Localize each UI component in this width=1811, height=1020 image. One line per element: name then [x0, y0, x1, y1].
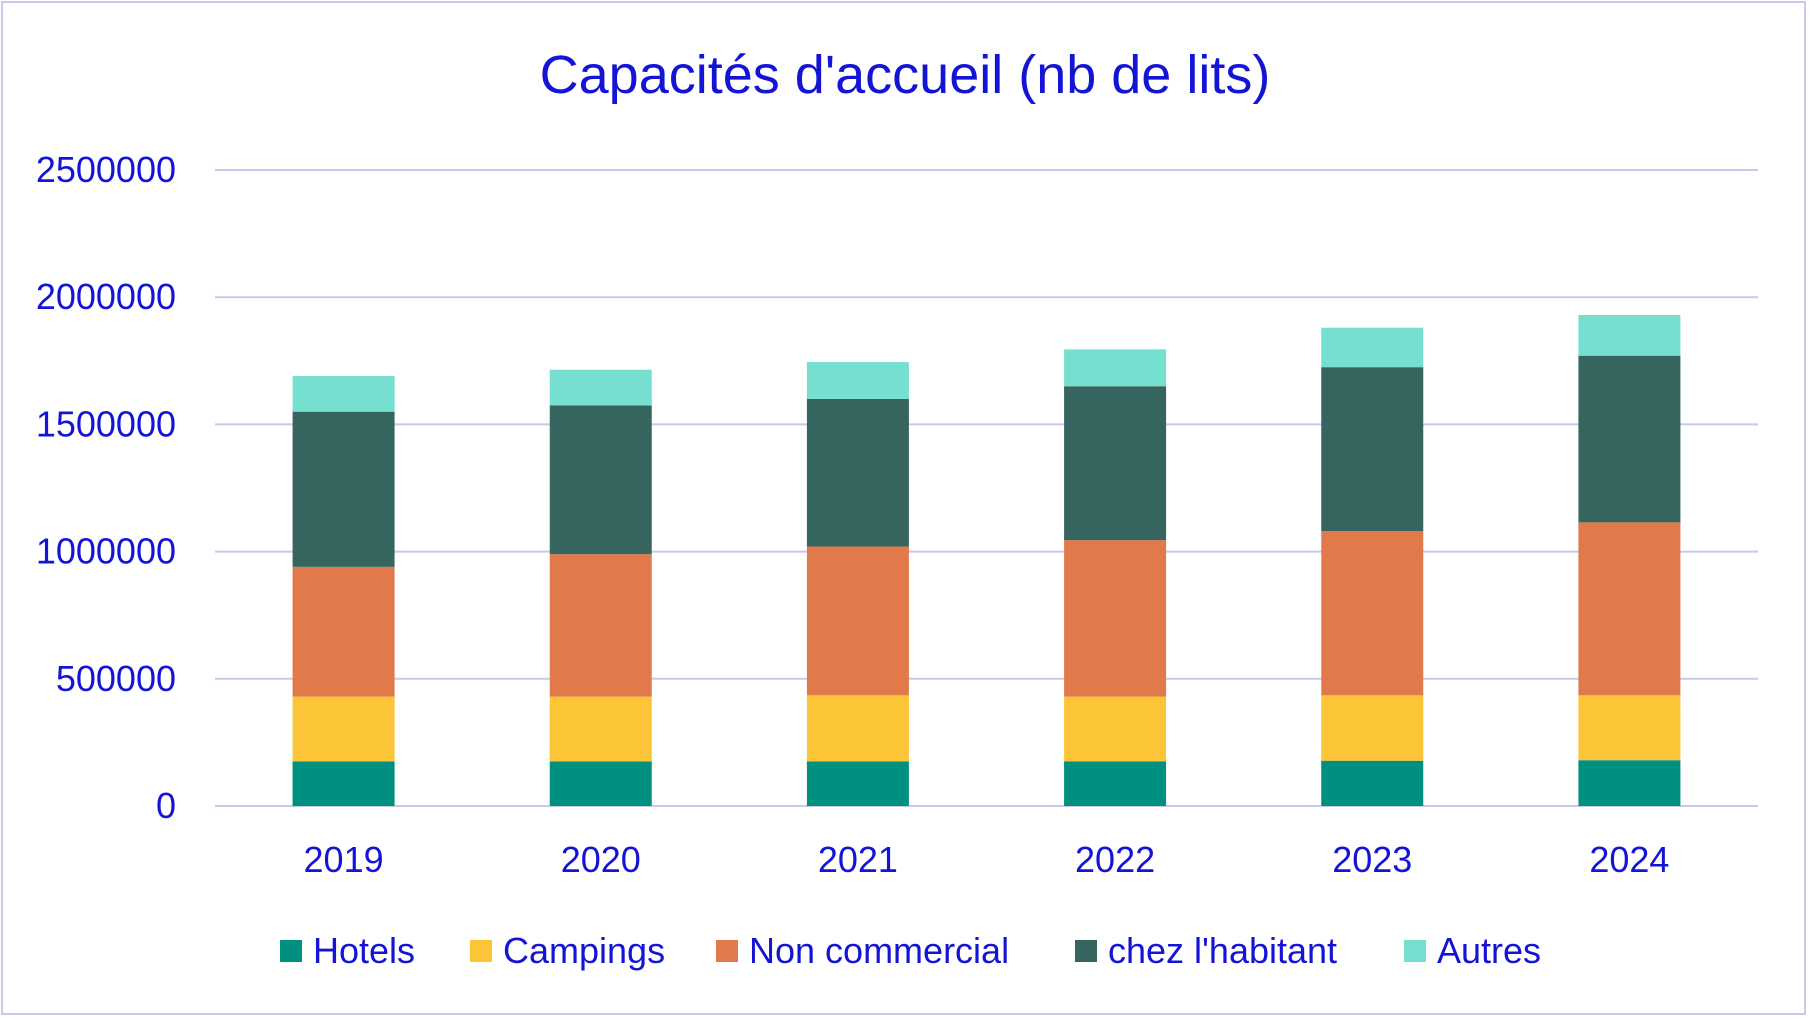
legend-label: Campings — [503, 930, 665, 971]
bar-segment-hotels-2020 — [549, 761, 652, 806]
x-tick-label: 2024 — [1589, 839, 1669, 880]
bar-segment-autres-2021 — [806, 362, 909, 399]
chart-title: Capacités d'accueil (nb de lits) — [540, 45, 1271, 105]
x-tick-label: 2021 — [818, 839, 898, 880]
bar-segment-campings-2020 — [549, 696, 652, 762]
bar-segment-non-commercial-2021 — [806, 546, 909, 696]
x-tick-label: 2023 — [1332, 839, 1412, 880]
bar-segment-autres-2023 — [1321, 327, 1424, 368]
bar-segment-autres-2019 — [292, 376, 395, 412]
bar-segment-non-commercial-2024 — [1578, 522, 1681, 696]
bar-segment-non-commercial-2020 — [549, 554, 652, 697]
bar-segment-campings-2024 — [1578, 695, 1681, 761]
x-tick-label: 2020 — [561, 839, 641, 880]
legend-swatch — [280, 940, 302, 962]
y-axis-ticks: 0 500000 1000000 1500000 2000000 2500000 — [36, 149, 176, 826]
bar-segment-chez-l-habitant-2022 — [1064, 386, 1167, 541]
y-tick-label: 500000 — [56, 658, 176, 699]
legend-label: Non commercial — [749, 930, 1009, 971]
bar-segment-hotels-2019 — [292, 761, 395, 806]
bar-segment-campings-2023 — [1321, 695, 1424, 761]
legend-label: chez l'habitant — [1108, 930, 1337, 971]
y-tick-label: 2500000 — [36, 149, 176, 190]
bar-segment-chez-l-habitant-2024 — [1578, 355, 1681, 523]
legend-swatch — [716, 940, 738, 962]
bar-segment-non-commercial-2022 — [1064, 540, 1167, 697]
bar-segment-non-commercial-2023 — [1321, 531, 1424, 696]
bar-segment-non-commercial-2019 — [292, 566, 395, 697]
bars — [292, 315, 1681, 806]
bar-segment-autres-2022 — [1064, 349, 1167, 387]
bar-segment-chez-l-habitant-2023 — [1321, 367, 1424, 532]
y-tick-label: 0 — [156, 785, 176, 826]
legend-swatch — [1075, 940, 1097, 962]
bar-segment-chez-l-habitant-2019 — [292, 411, 395, 567]
bar-segment-autres-2024 — [1578, 315, 1681, 356]
y-tick-label: 2000000 — [36, 276, 176, 317]
y-tick-label: 1500000 — [36, 403, 176, 444]
bar-segment-campings-2022 — [1064, 696, 1167, 762]
x-axis-ticks: 2019 2020 2021 2022 2023 2024 — [304, 839, 1670, 880]
legend-label: Autres — [1437, 930, 1541, 971]
legend-swatch — [470, 940, 492, 962]
bar-segment-chez-l-habitant-2020 — [549, 405, 652, 555]
bar-segment-hotels-2022 — [1064, 761, 1167, 806]
y-tick-label: 1000000 — [36, 531, 176, 572]
x-tick-label: 2022 — [1075, 839, 1155, 880]
legend: Hotels Campings Non commercial chez l'habit… — [280, 930, 1541, 971]
bar-segment-autres-2020 — [549, 369, 652, 406]
bar-segment-hotels-2024 — [1578, 760, 1681, 806]
bar-segment-chez-l-habitant-2021 — [806, 398, 909, 547]
bar-segment-hotels-2021 — [806, 761, 909, 806]
bar-segment-campings-2019 — [292, 696, 395, 762]
legend-label: Hotels — [313, 930, 415, 971]
x-tick-label: 2019 — [304, 839, 384, 880]
bar-segment-campings-2021 — [806, 695, 909, 762]
legend-swatch — [1404, 940, 1426, 962]
gridlines — [215, 169, 1758, 807]
bar-segment-hotels-2023 — [1321, 760, 1424, 806]
